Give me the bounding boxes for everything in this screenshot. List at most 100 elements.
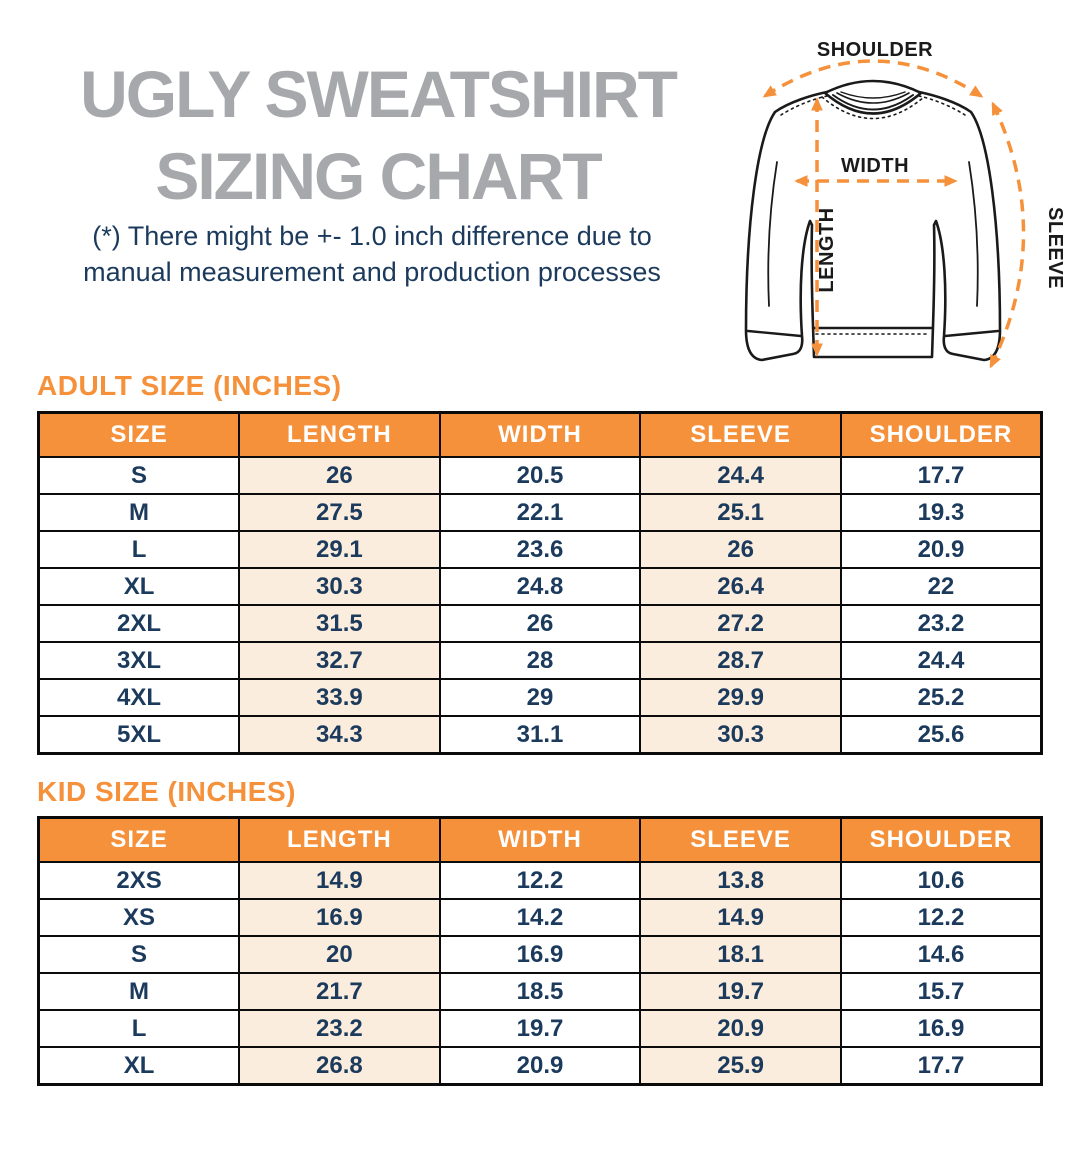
measurement-cell: 18.1 — [639, 935, 842, 974]
measurement-cell: 28.7 — [639, 641, 842, 680]
measurement-cell: 26 — [238, 456, 441, 495]
measurement-cell: 30.3 — [238, 567, 441, 606]
measurement-cell: 16.9 — [438, 935, 642, 974]
measurement-cell: 29.9 — [639, 678, 842, 717]
column-header: SIZE — [37, 816, 241, 863]
measurement-cell: 26.8 — [238, 1046, 441, 1086]
measurement-cell: 14.9 — [639, 898, 842, 937]
measurement-cell: 20 — [238, 935, 441, 974]
table-row: S 26 20.5 24.4 17.7 — [37, 456, 1043, 495]
table-row: 2XS 14.9 12.2 13.8 10.6 — [37, 861, 1043, 900]
measurement-cell: 14.2 — [438, 898, 642, 937]
measurement-cell: 23.2 — [238, 1009, 441, 1048]
table-row: 3XL 32.7 28 28.7 24.4 — [37, 641, 1043, 680]
measurement-cell: 23.2 — [839, 604, 1043, 643]
measurement-cell: 20.9 — [639, 1009, 842, 1048]
measurement-cell: 24.4 — [639, 456, 842, 495]
measurement-cell: 12.2 — [438, 861, 642, 900]
measurement-cell: 15.7 — [839, 972, 1043, 1011]
measurement-cell: 18.5 — [438, 972, 642, 1011]
column-header: SLEEVE — [639, 411, 842, 458]
measurement-cell: 26 — [438, 604, 642, 643]
measurement-cell: 34.3 — [238, 715, 441, 755]
table-row: XL 30.3 24.8 26.4 22 — [37, 567, 1043, 606]
page-title-line2: SIZING CHART — [155, 138, 602, 213]
kid-size-table: SIZE LENGTH WIDTH SLEEVE SHOULDER 2XS 14.9 12.2… — [37, 816, 1043, 1086]
shoulder-label: SHOULDER — [817, 39, 933, 61]
page-title: UGLY SWEATSHIRT SIZING CHART — [0, 54, 756, 218]
measurement-cell: 28 — [438, 641, 642, 680]
table-row: L 23.2 19.7 20.9 16.9 — [37, 1009, 1043, 1048]
column-header: SIZE — [37, 411, 241, 458]
measurement-cell: 19.3 — [839, 493, 1043, 532]
measurement-cell: 31.5 — [238, 604, 441, 643]
measurement-cell: 30.3 — [639, 715, 842, 755]
size-cell: XS — [37, 898, 241, 937]
size-cell: XL — [37, 567, 241, 606]
length-label: LENGTH — [816, 207, 838, 292]
measurement-cell: 25.6 — [839, 715, 1043, 755]
page-title-line1: UGLY SWEATSHIRT — [80, 57, 678, 131]
measurement-cell: 24.4 — [839, 641, 1043, 680]
shoulder-arrow — [762, 59, 984, 98]
column-header: SHOULDER — [839, 411, 1043, 458]
size-cell: M — [37, 493, 241, 532]
disclaimer-line1: (*) There might be +- 1.0 inch differenc… — [92, 221, 652, 251]
measurement-cell: 31.1 — [438, 715, 642, 755]
column-header: LENGTH — [238, 411, 441, 458]
measurement-cell: 14.6 — [839, 935, 1043, 974]
measurement-cell: 23.6 — [438, 530, 642, 569]
measurement-cell: 20.5 — [438, 456, 642, 495]
column-header: WIDTH — [438, 816, 642, 863]
measurement-cell: 19.7 — [639, 972, 842, 1011]
size-cell: XL — [37, 1046, 241, 1086]
column-header: SHOULDER — [839, 816, 1043, 863]
measurement-cell: 26 — [639, 530, 842, 569]
sweatshirt-outline — [744, 79, 1002, 362]
measurement-cell: 29.1 — [238, 530, 441, 569]
width-label: WIDTH — [841, 155, 909, 177]
measurement-cell: 27.2 — [639, 604, 842, 643]
measurement-cell: 25.2 — [839, 678, 1043, 717]
table-row: M 27.5 22.1 25.1 19.3 — [37, 493, 1043, 532]
size-cell: M — [37, 972, 241, 1011]
table-row: 4XL 33.9 29 29.9 25.2 — [37, 678, 1043, 717]
measurement-cell: 26.4 — [639, 567, 842, 606]
kid-size-section-title: KID SIZE (INCHES) — [37, 776, 296, 807]
measurement-cell: 21.7 — [238, 972, 441, 1011]
measurement-cell: 22.1 — [438, 493, 642, 532]
column-header: SLEEVE — [639, 816, 842, 863]
measurement-cell: 33.9 — [238, 678, 441, 717]
measurement-cell: 20.9 — [839, 530, 1043, 569]
measurement-cell: 20.9 — [438, 1046, 642, 1086]
disclaimer-text: (*) There might be +- 1.0 inch differenc… — [0, 219, 744, 291]
measurement-cell: 32.7 — [238, 641, 441, 680]
measurement-cell: 25.1 — [639, 493, 842, 532]
size-cell: L — [37, 1009, 241, 1048]
size-cell: 2XL — [37, 604, 241, 643]
header-row: SIZE LENGTH WIDTH SLEEVE SHOULDER — [37, 411, 1043, 458]
measurement-cell: 24.8 — [438, 567, 642, 606]
measurement-cell: 16.9 — [238, 898, 441, 937]
sleeve-label: SLEEVE — [1044, 207, 1066, 289]
table-row: L 29.1 23.6 26 20.9 — [37, 530, 1043, 569]
measurement-cell: 22 — [839, 567, 1043, 606]
table-row: 5XL 34.3 31.1 30.3 25.6 — [37, 715, 1043, 755]
size-cell: S — [37, 456, 241, 495]
measurement-cell: 25.9 — [639, 1046, 842, 1086]
measurement-cell: 12.2 — [839, 898, 1043, 937]
measurement-arrows — [762, 59, 1026, 369]
measurement-cell: 10.6 — [839, 861, 1043, 900]
adult-size-section-title: ADULT SIZE (INCHES) — [37, 370, 342, 401]
column-header: LENGTH — [238, 816, 441, 863]
size-cell: 2XS — [37, 861, 241, 900]
measurement-cell: 19.7 — [438, 1009, 642, 1048]
sweatshirt-details — [746, 95, 1000, 338]
measurement-cell: 17.7 — [839, 456, 1043, 495]
measurement-cell: 16.9 — [839, 1009, 1043, 1048]
measurement-cell: 29 — [438, 678, 642, 717]
adult-size-table: SIZE LENGTH WIDTH SLEEVE SHOULDER S 26 20.5 24.4… — [37, 411, 1043, 755]
size-cell: 5XL — [37, 715, 241, 755]
table-row: M 21.7 18.5 19.7 15.7 — [37, 972, 1043, 1011]
measurement-cell: 13.8 — [639, 861, 842, 900]
